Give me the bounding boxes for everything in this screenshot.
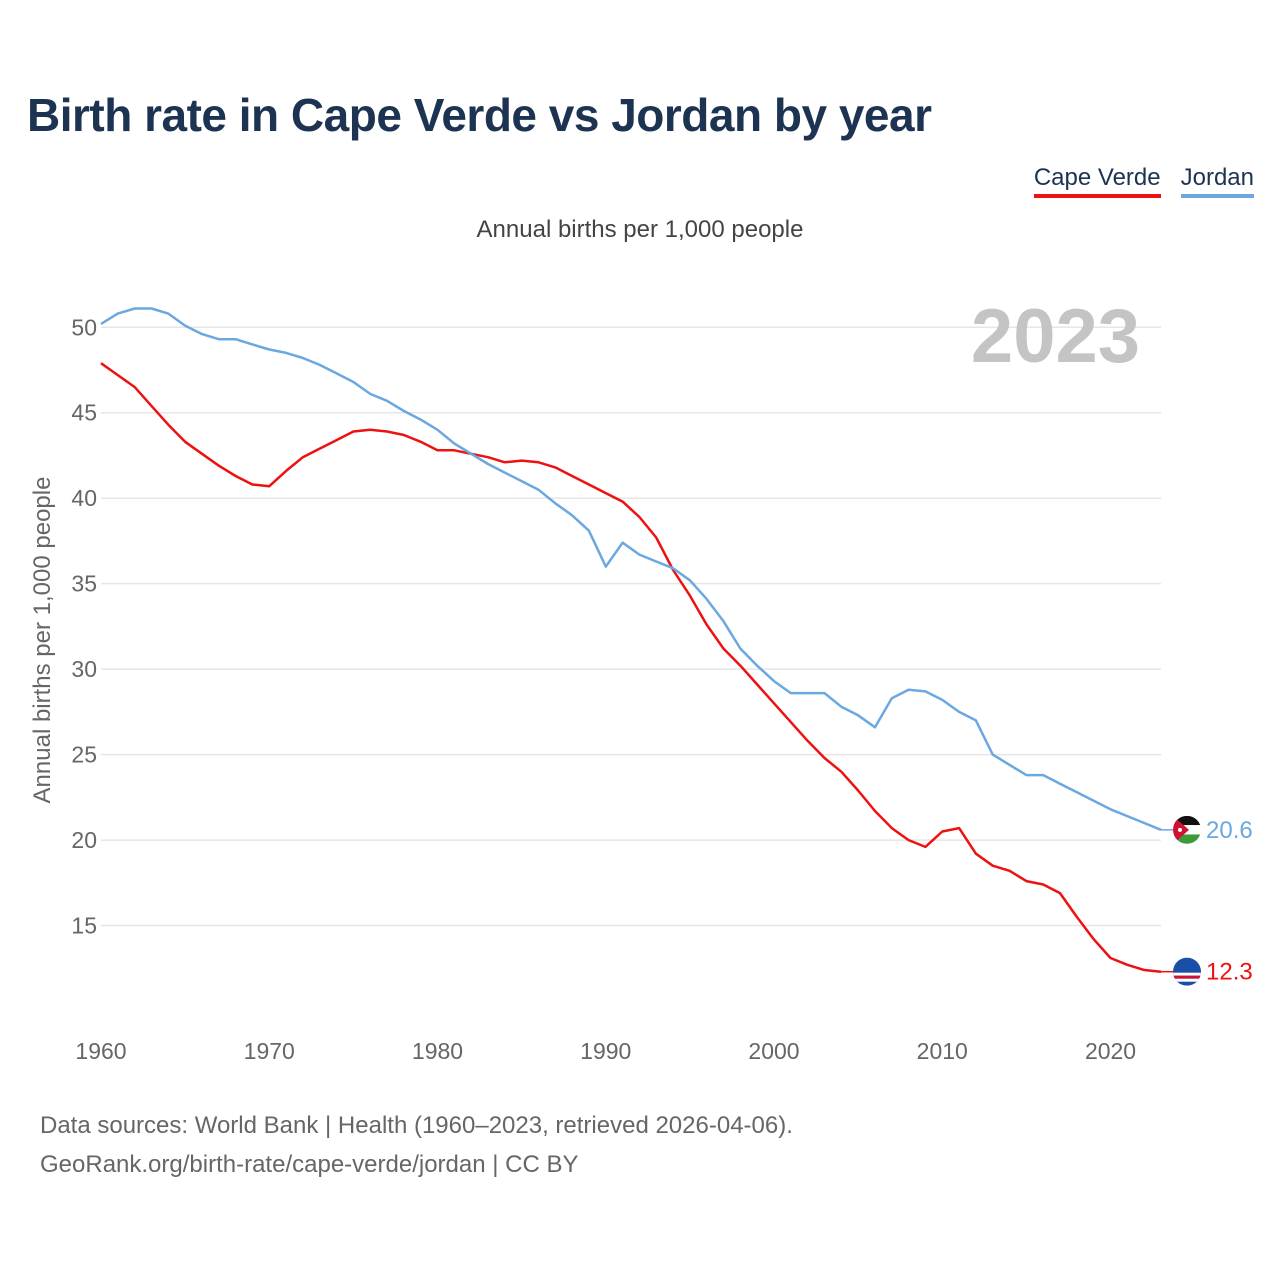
x-tick-label-1970: 1970 [244, 1038, 295, 1064]
x-tick-label-2010: 2010 [917, 1038, 968, 1064]
source-line-2: GeoRank.org/birth-rate/cape-verde/jordan… [40, 1151, 579, 1178]
legend-item-cape-verde[interactable]: Cape Verde [1033, 164, 1161, 198]
x-tick-label-1980: 1980 [412, 1038, 463, 1064]
y-tick-label-35: 35 [71, 571, 97, 597]
y-tick-label-40: 40 [71, 485, 97, 511]
y-tick-label-25: 25 [71, 742, 97, 768]
source-note: Data sources: World Bank | Health (1960–… [40, 1106, 793, 1184]
x-tick-label-1960: 1960 [75, 1038, 126, 1064]
source-line-1: Data sources: World Bank | Health (1960–… [40, 1112, 793, 1139]
series-line-jordan [100, 307, 1162, 831]
x-tick-label-2000: 2000 [748, 1038, 799, 1064]
legend-item-jordan[interactable]: Jordan [1180, 164, 1254, 198]
jordan-end-value: 20.6 [1206, 817, 1253, 844]
chart-subtitle: Annual births per 1,000 people [476, 216, 804, 243]
jordan-flag-icon [1173, 815, 1201, 844]
year-label: 2023 [971, 294, 1140, 379]
y-tick-label-45: 45 [71, 400, 97, 426]
cape-verde-flag-icon [1173, 957, 1201, 986]
line-chart: 15 20 25 30 35 40 45 50 1960 1970 1980 1990 2000 2010… [29, 294, 1253, 1064]
series-line-cape-verde [100, 362, 1162, 973]
legend: Cape Verde Jordan [1033, 164, 1254, 198]
cape-verde-end-value: 12.3 [1206, 959, 1253, 986]
y-tick-label-15: 15 [71, 913, 97, 939]
y-tick-label-50: 50 [71, 314, 97, 340]
x-tick-label-2020: 2020 [1085, 1038, 1136, 1064]
y-axis-label: Annual births per 1,000 people [29, 477, 56, 804]
y-tick-label-30: 30 [71, 656, 97, 682]
chart-title: Birth rate in Cape Verde vs Jordan by ye… [27, 89, 932, 141]
x-tick-label-1990: 1990 [580, 1038, 631, 1064]
y-tick-label-20: 20 [71, 827, 97, 853]
